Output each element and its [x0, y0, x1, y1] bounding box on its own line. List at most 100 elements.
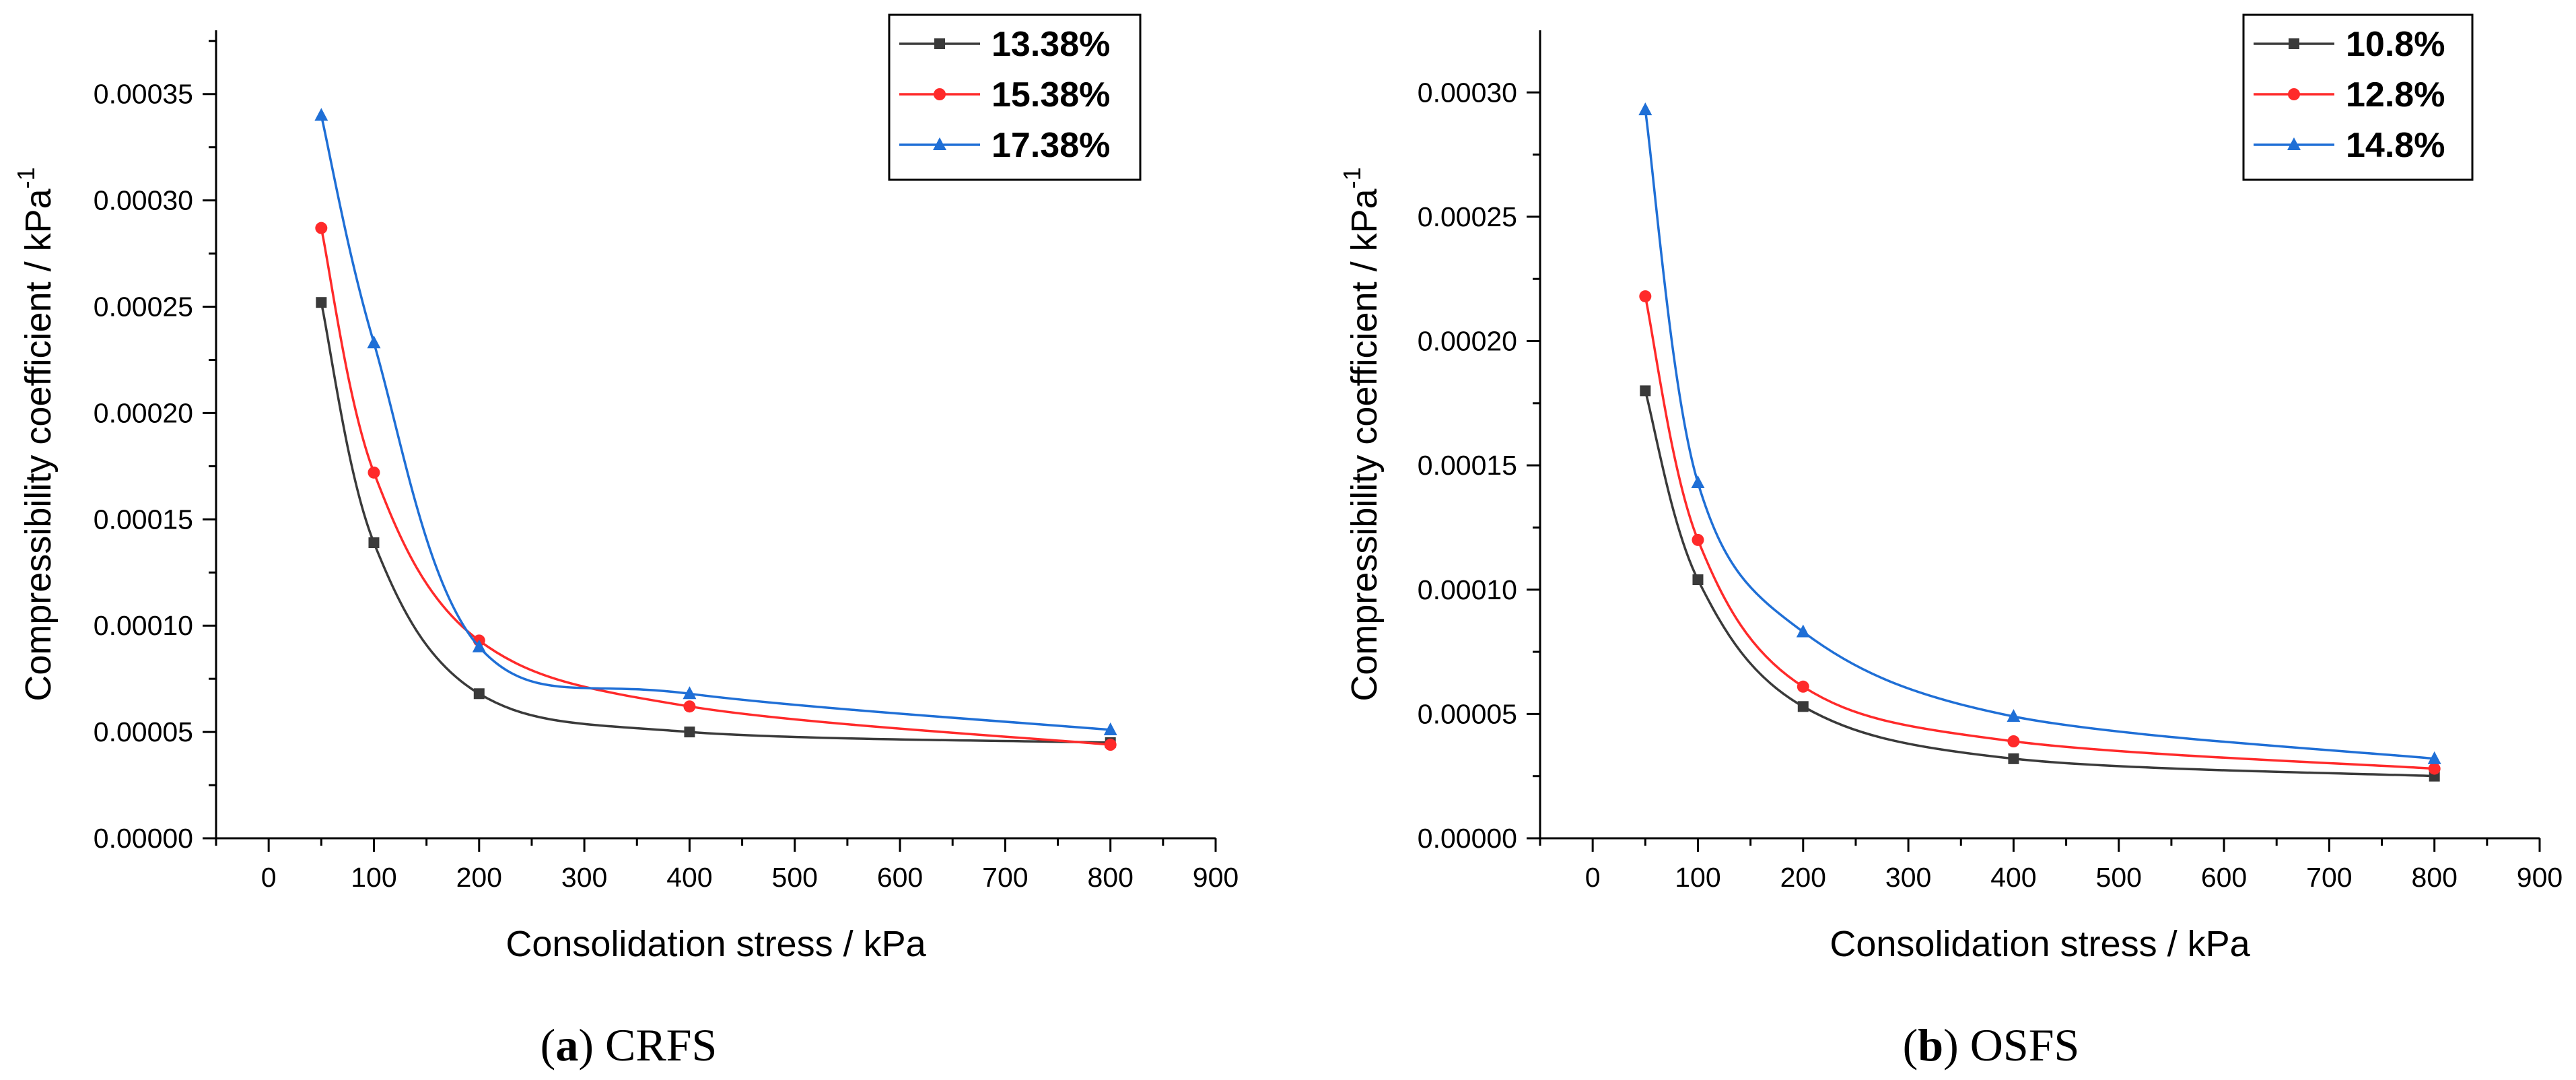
panel-a: 0 100 200 300 400 500 600 700 800 900 0.00000 0.000… [12, 13, 1239, 1071]
legend-marker-circle [934, 88, 946, 100]
x-tick-label: 300 [1885, 862, 1931, 893]
caption-text: OSFS [1970, 1019, 2080, 1071]
data-point-square [316, 297, 327, 308]
y-tick-label: 0.00000 [1418, 823, 1517, 854]
x-tick-label: 800 [1087, 862, 1133, 893]
data-point-circle [1104, 739, 1117, 751]
y-tick-label: 0.00000 [94, 823, 193, 854]
series-line-1 [1644, 390, 2435, 778]
x-tick-label: 600 [2201, 862, 2247, 893]
caption-text: CRFS [605, 1019, 717, 1071]
data-point-triangle [472, 639, 486, 652]
x-axis-title: Consolidation stress / kPa [506, 924, 926, 964]
y-tick-label: 0.00005 [94, 716, 193, 747]
data-point-circle [368, 466, 380, 479]
x-tick-label: 600 [877, 862, 923, 893]
legend-label-2: 15.38% [991, 75, 1110, 114]
series-line-3 [1644, 109, 2435, 760]
y-axis-title-main: Compressibility coefficient / kPa [18, 188, 59, 701]
series-line-2 [320, 228, 1111, 746]
x-tick-label: 900 [2517, 862, 2563, 893]
data-point-circle [2428, 762, 2441, 775]
y-tick-label: 0.00015 [94, 504, 193, 535]
x-tick-label: 700 [982, 862, 1028, 893]
x-axis-title: Consolidation stress / kPa [1830, 924, 2250, 964]
caption-open-paren: ( [541, 1019, 556, 1071]
x-tick-label: 200 [456, 862, 502, 893]
legend: 10.8% 12.8% 14.8% [2242, 13, 2474, 181]
y-axis-title-superscript: -1 [1338, 167, 1366, 189]
data-point-square [368, 537, 380, 549]
legend-box [2242, 13, 2474, 181]
data-point-circle [1692, 533, 1704, 546]
y-tick-label: 0.00010 [94, 610, 193, 641]
data-point-square [1692, 574, 1704, 585]
x-tick-label: 500 [772, 862, 818, 893]
y-tick-label: 0.00010 [1418, 574, 1517, 605]
y-tick-label: 0.00020 [94, 397, 193, 428]
data-point-triangle [1691, 475, 1705, 488]
y-tick-label: 0.00005 [1418, 698, 1517, 729]
x-tick-label: 500 [2096, 862, 2142, 893]
panel-b: 0 100 200 300 400 500 600 700 800 900 0.00000 0.000… [1338, 13, 2563, 1071]
legend-marker-square [934, 38, 945, 49]
legend-marker-square [2289, 38, 2299, 49]
x-tick-label: 700 [2306, 862, 2352, 893]
caption-close-paren: ) [1943, 1019, 1970, 1071]
x-tick-label: 900 [1193, 862, 1239, 893]
data-point-triangle [2427, 751, 2441, 764]
caption-letter: a [555, 1019, 578, 1071]
data-point-triangle [2007, 709, 2021, 722]
data-point-triangle [314, 108, 328, 121]
data-point-square [1640, 385, 1651, 397]
x-tick-label: 100 [351, 862, 396, 893]
y-tick-label: 0.00025 [94, 292, 193, 323]
data-point-circle [1639, 290, 1652, 303]
x-tick-label: 300 [561, 862, 607, 893]
legend-label-3: 17.38% [991, 126, 1110, 165]
data-point-triangle [367, 335, 381, 349]
data-point-circle [1797, 680, 1809, 693]
data-point-triangle [1103, 722, 1117, 735]
data-point-square [1797, 701, 1809, 712]
data-point-triangle [683, 686, 697, 700]
legend-marker-triangle [933, 137, 946, 150]
data-point-triangle [1638, 102, 1652, 116]
legend-marker-triangle [2287, 137, 2301, 150]
panel-caption: (b) OSFS [1903, 1019, 2080, 1071]
y-tick-label: 0.00030 [1418, 77, 1517, 108]
x-tick-label: 0 [261, 862, 277, 893]
x-tick-label: 400 [666, 862, 712, 893]
y-tick-label: 0.00020 [1418, 326, 1517, 357]
data-point-triangle [1796, 624, 1810, 638]
x-tick-label: 200 [1780, 862, 1826, 893]
caption-open-paren: ( [1903, 1019, 1918, 1071]
legend-box [888, 13, 1142, 181]
y-tick-label: 0.00015 [1418, 450, 1517, 481]
panel-caption: (a) CRFS [541, 1019, 718, 1071]
y-axis-title-main: Compressibility coefficient / kPa [1344, 188, 1385, 701]
legend: 13.38% 15.38% 17.38% [888, 13, 1142, 181]
y-tick-label: 0.00035 [94, 79, 193, 110]
x-tick-label: 0 [1585, 862, 1601, 893]
x-tick-label: 100 [1675, 862, 1720, 893]
y-tick-label: 0.00025 [1418, 201, 1517, 232]
series-line-1 [320, 302, 1111, 744]
y-axis-title: Compressibility coefficient / kPa-1 [1338, 167, 1385, 701]
legend-label-2: 12.8% [2346, 75, 2445, 114]
legend-label-1: 13.38% [991, 25, 1110, 64]
series-line-2 [1644, 296, 2435, 770]
caption-letter: b [1918, 1019, 1943, 1071]
x-tick-label: 400 [1990, 862, 2036, 893]
legend-label-1: 10.8% [2346, 25, 2445, 64]
data-point-circle [315, 222, 328, 234]
caption-close-paren: ) [578, 1019, 605, 1071]
data-point-square [684, 727, 695, 738]
data-point-circle [683, 700, 696, 713]
y-axis-title-superscript: -1 [12, 167, 40, 189]
legend-marker-circle [2288, 88, 2300, 100]
data-point-circle [2007, 735, 2020, 747]
y-tick-label: 0.00030 [94, 185, 193, 216]
legend-label-3: 14.8% [2346, 126, 2445, 165]
